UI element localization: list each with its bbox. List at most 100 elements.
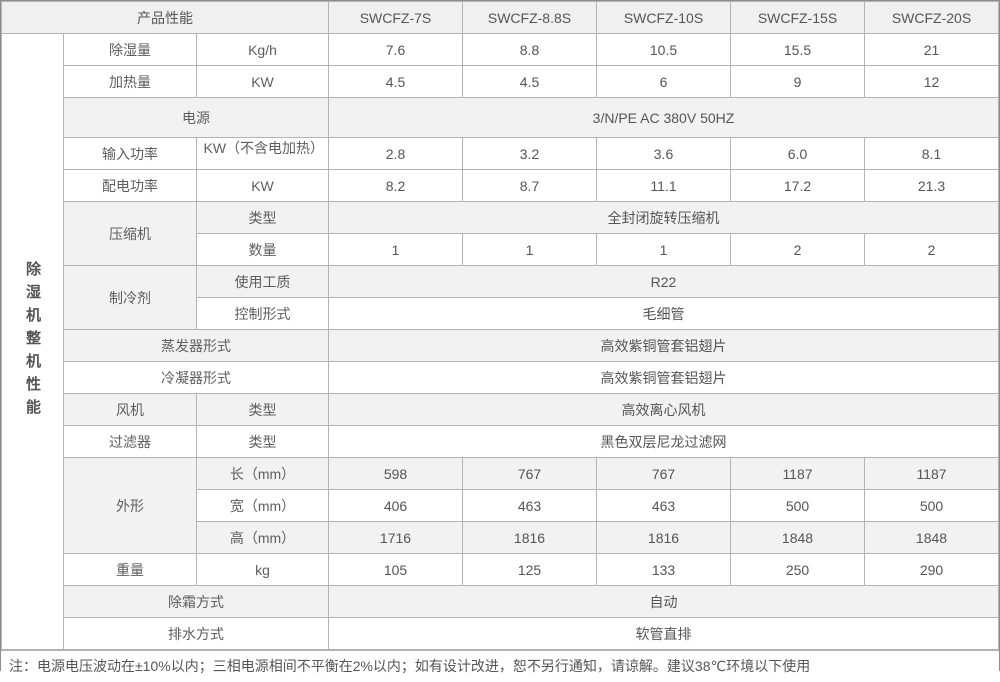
row-label-cell: 除湿量 xyxy=(63,33,197,66)
unit-cell: KW xyxy=(196,65,329,98)
value-cell: 1816 xyxy=(462,521,597,554)
table-row: 压缩机 类型 全封闭旋转压缩机 xyxy=(2,201,999,266)
value-cell: 1187 xyxy=(730,457,865,490)
value-cell: 17.2 xyxy=(730,169,865,202)
model-header-cell: SWCFZ-20S xyxy=(864,1,999,34)
value-cell: 1848 xyxy=(730,521,865,554)
value-cell: 11.1 xyxy=(596,169,731,202)
unit-cell: 长（mm） xyxy=(196,457,329,490)
value-cell: 3.2 xyxy=(462,137,597,170)
row-label-cell: 压缩机 xyxy=(63,201,197,266)
row-label-cell: 过滤器 xyxy=(63,425,197,458)
value-cell: 1 xyxy=(462,233,597,266)
value-cell: 133 xyxy=(596,553,731,586)
value-cell: 1 xyxy=(596,233,731,266)
value-cell: 1816 xyxy=(596,521,731,554)
value-cell: 463 xyxy=(462,489,597,522)
value-cell: 250 xyxy=(730,553,865,586)
table-row: 配电功率 KW 8.2 8.7 11.1 17.2 21.3 xyxy=(2,169,999,202)
row-label-cell: 电源 xyxy=(63,97,329,138)
value-cell: 21.3 xyxy=(864,169,999,202)
value-cell: 500 xyxy=(864,489,999,522)
value-cell: 8.7 xyxy=(462,169,597,202)
model-header-cell: SWCFZ-8.8S xyxy=(462,1,597,34)
row-label-cell: 重量 xyxy=(63,553,197,586)
row-label-cell: 除霜方式 xyxy=(63,585,329,618)
row-label-cell: 蒸发器形式 xyxy=(63,329,329,362)
unit-cell: Kg/h xyxy=(196,33,329,66)
table-row: 宽（mm） 406 463 463 500 500 xyxy=(2,489,999,522)
table-row: 重量 kg 105 125 133 250 290 xyxy=(2,553,999,586)
table-row: 风机 类型 高效离心风机 xyxy=(2,393,999,426)
unit-cell: 数量 xyxy=(196,233,329,266)
value-cell: 8.8 xyxy=(462,33,597,66)
value-cell: 500 xyxy=(730,489,865,522)
value-cell: 598 xyxy=(328,457,463,490)
table-row: 除霜方式 自动 xyxy=(2,585,999,618)
table-row: 排水方式 软管直排 xyxy=(2,617,999,650)
value-cell: 1848 xyxy=(864,521,999,554)
value-cell: 105 xyxy=(328,553,463,586)
value-cell: 12 xyxy=(864,65,999,98)
table-row: 加热量 KW 4.5 4.5 6 9 12 xyxy=(2,65,999,98)
value-cell: 125 xyxy=(462,553,597,586)
unit-cell: 类型 xyxy=(196,393,329,426)
row-label-cell: 制冷剂 xyxy=(63,265,197,330)
table-row: 制冷剂 使用工质 R22 xyxy=(2,265,999,330)
value-cell: 6.0 xyxy=(730,137,865,170)
table-row: 输入功率 KW（不含电加热） 2.8 3.2 3.6 6.0 8.1 xyxy=(2,137,999,170)
row-label-cell: 配电功率 xyxy=(63,169,197,202)
unit-cell: 控制形式 xyxy=(196,297,329,330)
value-cell: 4.5 xyxy=(462,65,597,98)
row-label-cell: 输入功率 xyxy=(63,137,197,170)
value-cell: 7.6 xyxy=(328,33,463,66)
product-header-cell: 产品性能 xyxy=(1,1,329,34)
unit-cell: 使用工质 xyxy=(196,265,329,298)
unit-cell: 类型 xyxy=(196,425,329,458)
unit-cell: KW xyxy=(196,169,329,202)
merged-value-cell: 高效紫铜管套铝翅片 xyxy=(328,329,999,362)
table-row: 外形 长（mm） 598 767 767 1187 1187 xyxy=(2,457,999,554)
model-header-cell: SWCFZ-10S xyxy=(596,1,731,34)
merged-value-cell: 高效离心风机 xyxy=(328,393,999,426)
value-cell: 9 xyxy=(730,65,865,98)
spec-table: 产品性能 SWCFZ-7S SWCFZ-8.8S SWCFZ-10S SWCFZ-15… xyxy=(1,1,999,650)
table-row: 除湿机整机性能 除湿量 Kg/h 7.6 8.8 10.5 15.5 21 xyxy=(1,33,999,650)
value-cell: 8.1 xyxy=(864,137,999,170)
merged-value-cell: 自动 xyxy=(328,585,999,618)
value-cell: 2 xyxy=(730,233,865,266)
value-cell: 767 xyxy=(596,457,731,490)
row-label-cell: 排水方式 xyxy=(63,617,329,650)
unit-cell: 类型 xyxy=(196,201,329,234)
table-row: 数量 1 1 1 2 2 xyxy=(2,233,999,266)
value-cell: 1 xyxy=(328,233,463,266)
unit-cell: 宽（mm） xyxy=(196,489,329,522)
value-cell: 1716 xyxy=(328,521,463,554)
value-cell: 290 xyxy=(864,553,999,586)
value-cell: 21 xyxy=(864,33,999,66)
table-row: 蒸发器形式 高效紫铜管套铝翅片 xyxy=(2,329,999,362)
merged-value-cell: 软管直排 xyxy=(328,617,999,650)
side-label-cell: 除湿机整机性能 xyxy=(1,33,64,650)
row-label-cell: 外形 xyxy=(63,457,197,554)
model-header-cell: SWCFZ-15S xyxy=(730,1,865,34)
merged-value-cell: 全封闭旋转压缩机 xyxy=(328,201,999,234)
value-cell: 10.5 xyxy=(596,33,731,66)
model-header-cell: SWCFZ-7S xyxy=(328,1,463,34)
footer-note: 注：电源电压波动在±10%以内；三相电源相间不平衡在2%以内；如有设计改进，恕不… xyxy=(1,650,999,682)
table-row: 过滤器 类型 黑色双层尼龙过滤网 xyxy=(2,425,999,458)
merged-value-cell: R22 xyxy=(328,265,999,298)
table-row: 冷凝器形式 高效紫铜管套铝翅片 xyxy=(2,361,999,394)
value-cell: 1187 xyxy=(864,457,999,490)
unit-cell: kg xyxy=(196,553,329,586)
value-cell: 15.5 xyxy=(730,33,865,66)
value-cell: 8.2 xyxy=(328,169,463,202)
row-label-cell: 冷凝器形式 xyxy=(63,361,329,394)
merged-value-cell: 3/N/PE AC 380V 50HZ xyxy=(328,97,999,138)
value-cell: 4.5 xyxy=(328,65,463,98)
table-row: 电源 3/N/PE AC 380V 50HZ xyxy=(2,97,999,138)
value-cell: 406 xyxy=(328,489,463,522)
unit-text: KW（不含电加热） xyxy=(203,139,322,156)
value-cell: 463 xyxy=(596,489,731,522)
